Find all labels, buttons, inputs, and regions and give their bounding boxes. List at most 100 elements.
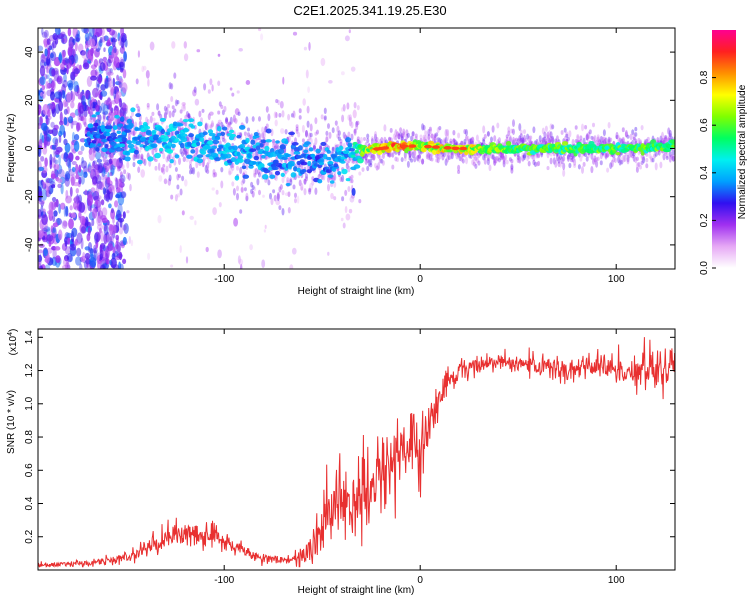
spectrogram-cell (83, 28, 89, 34)
spectrogram-cell (149, 41, 155, 51)
spectrogram-cell (631, 154, 635, 159)
spectrogram-cell (289, 177, 293, 183)
spectrogram-cell (132, 161, 136, 168)
spectrogram-cell (207, 157, 211, 165)
spectrogram-cell (436, 127, 440, 133)
spectrogram-cell (51, 68, 56, 77)
spectrogram-cell (214, 136, 221, 141)
spectrogram-cell (394, 156, 398, 162)
spectrogram-cell (207, 113, 211, 121)
spectrogram-cell (151, 111, 155, 117)
spectrogram-cell (53, 210, 58, 217)
spectrogram-cell (41, 135, 45, 143)
spectrogram-cell (261, 259, 266, 269)
spectrogram-cell (236, 90, 240, 94)
spectrogram-cell (211, 187, 215, 191)
spectrogram-cell (238, 124, 246, 130)
spectrogram-cell (174, 99, 178, 107)
spectrogram-cell (527, 160, 531, 167)
spectrogram-cell (110, 116, 114, 122)
spectrogram-cell (433, 133, 437, 138)
spectrogram-cell (95, 111, 100, 116)
spectrogram-cell (322, 146, 326, 153)
spectrogram-cell (212, 207, 217, 216)
spectrogram-cell (247, 152, 252, 159)
spectrogram-cell (170, 131, 174, 137)
spectrogram-cell (91, 114, 97, 118)
spectrogram-cell (501, 154, 504, 160)
spectrogram-cell (347, 157, 351, 164)
spectrogram-cell (220, 167, 224, 173)
spectrogram-cell (428, 153, 432, 162)
spectrogram-cell (305, 129, 308, 138)
spectrogram-cell (642, 155, 646, 161)
spectrogram-cell (443, 146, 452, 150)
spectrogram-cell (88, 117, 92, 123)
spectrogram-cell (89, 38, 96, 48)
spectrogram-cell (145, 69, 150, 79)
spectrogram-cell (291, 141, 299, 146)
spectrogram-cell (637, 162, 641, 167)
spectrogram-cell (618, 159, 622, 166)
spectrogram-cell (181, 102, 186, 106)
spectrogram-cell (273, 194, 277, 202)
spectrogram-cell (549, 157, 553, 165)
spectrogram-cell (240, 187, 244, 193)
spectrogram-cell (159, 147, 164, 152)
spectrogram-cell (570, 158, 573, 163)
spectrogram-cell (501, 153, 504, 160)
spectrogram-cell (513, 138, 517, 147)
spectrogram-cell (258, 28, 262, 32)
spectrogram-cell (519, 137, 523, 143)
spectrogram-cell (516, 138, 520, 146)
spectrogram-cell (340, 107, 344, 112)
spectrogram-cell (46, 178, 53, 184)
spectrogram-cell (252, 144, 257, 149)
spectrogram-cell (168, 82, 172, 90)
spectrogram-cell (435, 132, 439, 137)
spectrogram-cell (157, 110, 161, 117)
spectrogram-cell (212, 139, 220, 145)
spectrogram-cell (147, 252, 151, 261)
spectrogram-cell (221, 137, 225, 142)
spectrogram-cell (132, 131, 136, 136)
spectrogram-cell (670, 154, 674, 160)
spectrogram-cell (51, 184, 56, 189)
spectrogram-cell (109, 84, 115, 93)
spectrogram-cell (510, 167, 514, 174)
spectrogram-cell (341, 114, 345, 123)
spectrogram-cell (196, 171, 200, 178)
spectrogram-cell (95, 47, 101, 52)
spectrogram-cell (300, 186, 304, 191)
spectrogram-cell (65, 205, 69, 217)
spectrogram-cell (93, 150, 97, 158)
spectrogram-cell (59, 111, 63, 124)
spectrogram-cell (490, 153, 493, 159)
spectrogram-cell (364, 158, 368, 165)
spectrogram-cell (331, 146, 335, 151)
spectrogram-cell (75, 256, 82, 266)
spectrogram-cell (579, 135, 583, 141)
spectrogram-cell (179, 109, 183, 114)
spectrogram-cell (123, 169, 127, 175)
spectrogram-cell (229, 116, 233, 125)
spectrogram-cell (117, 203, 123, 216)
spectrogram-cell (126, 161, 130, 169)
spectrogram-cell (38, 104, 42, 116)
spectrogram-cell (107, 112, 111, 119)
spectrogram-cell (281, 189, 285, 196)
spectrogram-cell (272, 143, 276, 150)
spectrogram-cell (93, 126, 98, 132)
spectrogram-cell (170, 135, 177, 141)
spectrogram-cell (221, 109, 225, 116)
spectrogram-cell (245, 163, 249, 171)
spectrogram-cell (200, 150, 207, 155)
spectrogram-cell (549, 131, 553, 139)
spectrogram-cell (118, 101, 122, 107)
spectrogram-cell (452, 138, 456, 143)
spectrogram-cell (103, 224, 109, 236)
spectrogram-cell (349, 195, 355, 203)
spectrogram-cell (634, 132, 638, 137)
spectrogram-cell (198, 110, 202, 118)
spectrogram-cell (186, 154, 193, 159)
